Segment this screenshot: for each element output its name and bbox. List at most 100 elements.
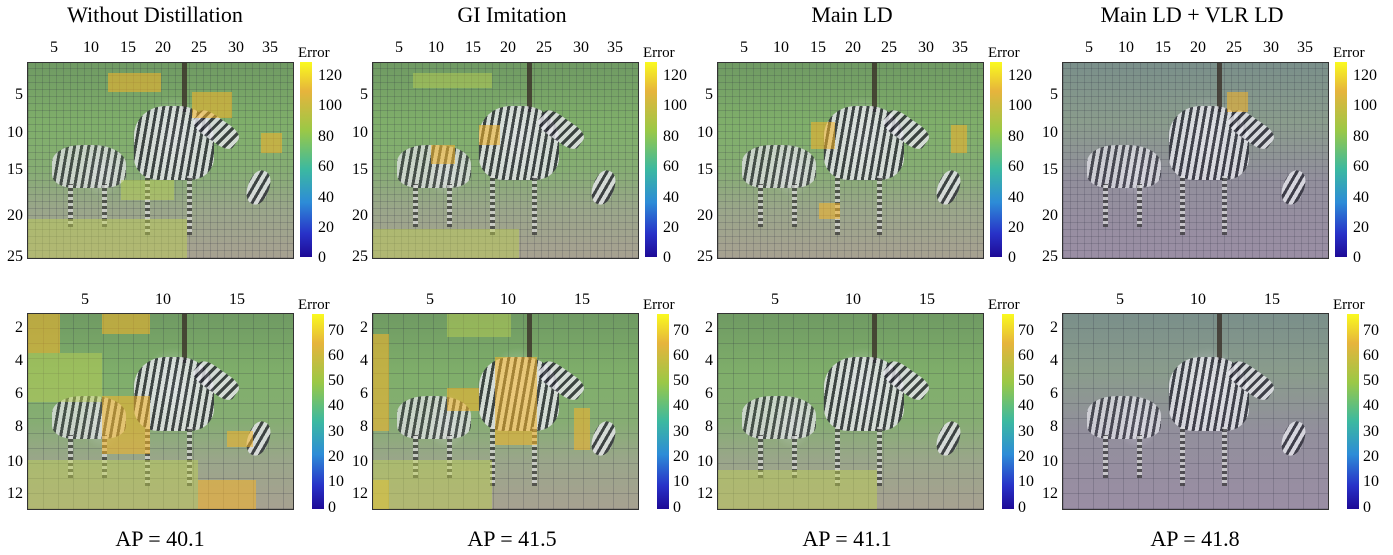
y-tick: 5: [705, 86, 713, 103]
x-tick: 5: [740, 39, 748, 56]
colorbar-tick: 50: [328, 372, 344, 389]
x-tick: 15: [810, 39, 826, 56]
colorbar-tick: 20: [318, 219, 334, 236]
y-tick: 25: [697, 248, 713, 265]
x-tick: 10: [500, 291, 516, 308]
colorbar-tick: 60: [1353, 158, 1369, 175]
colorbar-tick: 100: [318, 97, 342, 114]
colorbar-tick: 120: [318, 67, 342, 84]
y-tick: 10: [1042, 124, 1058, 141]
colorbar-tick: 30: [1363, 423, 1379, 440]
x-tick: 15: [120, 39, 136, 56]
colorbar-tick: 60: [1363, 347, 1379, 364]
colorbar-tick: 0: [328, 499, 336, 516]
x-tick: 5: [1116, 291, 1124, 308]
y-tick: 8: [705, 418, 713, 435]
y-tick: 2: [705, 319, 713, 336]
x-tick: 5: [395, 39, 403, 56]
column-title-4: Main LD + VLR LD: [1100, 2, 1284, 27]
y-tick: 6: [360, 385, 368, 402]
y-tick: 5: [1050, 86, 1058, 103]
y-tick: 10: [697, 124, 713, 141]
colorbar-tick: 50: [1363, 372, 1379, 389]
x-tick: 20: [500, 39, 516, 56]
y-tick: 4: [1050, 352, 1058, 369]
colorbar-tick: 10: [673, 473, 689, 490]
colorbar-tick: 60: [318, 158, 334, 175]
x-tick: 5: [81, 291, 89, 308]
y-tick: 25: [1042, 248, 1058, 265]
colorbar: [657, 314, 669, 509]
colorbar-tick: 60: [1008, 158, 1024, 175]
colorbar-tick: 20: [328, 448, 344, 465]
x-tick: 25: [881, 39, 897, 56]
x-tick: 30: [918, 39, 934, 56]
colorbar-tick: 10: [1363, 473, 1379, 490]
y-tick: 6: [1050, 385, 1058, 402]
x-tick: 35: [262, 39, 278, 56]
x-tick: 10: [1118, 39, 1134, 56]
x-tick: 5: [1085, 39, 1093, 56]
x-tick: 10: [83, 39, 99, 56]
colorbar-tick: 80: [1008, 128, 1024, 145]
y-tick: 10: [352, 124, 368, 141]
colorbar-tick: 60: [673, 347, 689, 364]
x-tick: 20: [1190, 39, 1206, 56]
y-tick: 20: [7, 207, 23, 224]
colorbar-tick: 30: [328, 423, 344, 440]
y-tick: 4: [360, 352, 368, 369]
colorbar-tick: 20: [1353, 219, 1369, 236]
x-tick: 35: [607, 39, 623, 56]
colorbar: [645, 62, 657, 257]
x-tick: 15: [1155, 39, 1171, 56]
x-tick: 35: [1297, 39, 1313, 56]
y-tick: 5: [15, 86, 23, 103]
colorbar-tick: 100: [663, 97, 687, 114]
x-tick: 25: [191, 39, 207, 56]
x-tick: 10: [845, 291, 861, 308]
x-tick: 20: [845, 39, 861, 56]
zebra-error-heatmap: [1062, 62, 1329, 259]
x-tick: 35: [952, 39, 968, 56]
y-tick: 5: [360, 86, 368, 103]
y-tick: 20: [697, 207, 713, 224]
ap-score-4: AP = 41.8: [1150, 526, 1240, 551]
y-tick: 2: [15, 319, 23, 336]
colorbar: [1347, 314, 1359, 509]
x-tick: 30: [573, 39, 589, 56]
colorbar-tick: 50: [1018, 372, 1034, 389]
colorbar-tick: 0: [1018, 499, 1026, 516]
colorbar-tick: 40: [1363, 397, 1379, 414]
colorbar-tick: 60: [663, 158, 679, 175]
colorbar-tick: 100: [1008, 97, 1032, 114]
colorbar: [1002, 314, 1014, 509]
colorbar-tick: 0: [1008, 249, 1016, 266]
colorbar-tick: 30: [1018, 423, 1034, 440]
x-tick: 30: [228, 39, 244, 56]
y-tick: 10: [7, 124, 23, 141]
zebra-error-heatmap: [27, 62, 294, 259]
colorbar-tick: 80: [663, 128, 679, 145]
y-tick: 6: [15, 385, 23, 402]
x-tick: 5: [426, 291, 434, 308]
colorbar: [300, 62, 312, 257]
colorbar-title: Error: [298, 297, 330, 313]
colorbar-tick: 80: [318, 128, 334, 145]
y-tick: 12: [7, 485, 23, 502]
x-tick: 15: [919, 291, 935, 308]
y-tick: 10: [697, 453, 713, 470]
colorbar-tick: 50: [673, 372, 689, 389]
y-tick: 12: [697, 485, 713, 502]
x-tick: 10: [1190, 291, 1206, 308]
colorbar-tick: 10: [328, 473, 344, 490]
x-tick: 15: [1264, 291, 1280, 308]
ap-score-1: AP = 40.1: [115, 526, 205, 551]
y-tick: 10: [352, 453, 368, 470]
colorbar-tick: 20: [1363, 448, 1379, 465]
y-tick: 4: [705, 352, 713, 369]
colorbar-tick: 0: [663, 249, 671, 266]
colorbar-tick: 60: [1018, 347, 1034, 364]
y-tick: 2: [1050, 319, 1058, 336]
y-tick: 8: [15, 418, 23, 435]
colorbar-tick: 40: [663, 189, 679, 206]
